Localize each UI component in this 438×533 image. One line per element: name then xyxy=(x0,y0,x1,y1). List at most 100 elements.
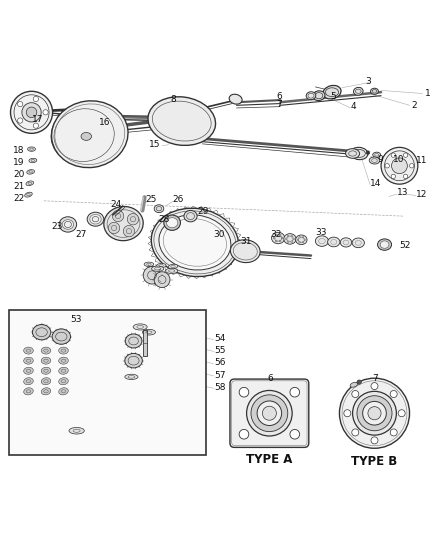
Ellipse shape xyxy=(156,263,166,268)
Ellipse shape xyxy=(284,233,296,244)
Text: 21: 21 xyxy=(13,182,25,191)
Circle shape xyxy=(371,437,378,444)
Circle shape xyxy=(281,237,283,239)
Circle shape xyxy=(299,241,300,243)
Ellipse shape xyxy=(154,205,164,213)
Text: 28: 28 xyxy=(159,215,170,224)
Text: TYPE B: TYPE B xyxy=(351,455,398,468)
Circle shape xyxy=(352,429,359,436)
Ellipse shape xyxy=(24,347,33,354)
Ellipse shape xyxy=(41,347,51,354)
Circle shape xyxy=(18,118,23,123)
Text: 32: 32 xyxy=(271,230,282,239)
Ellipse shape xyxy=(296,235,307,245)
Text: 7: 7 xyxy=(372,374,378,383)
Circle shape xyxy=(297,239,299,240)
Ellipse shape xyxy=(62,109,71,116)
Text: 10: 10 xyxy=(393,155,405,164)
Ellipse shape xyxy=(59,367,68,374)
Text: 54: 54 xyxy=(215,334,226,343)
Circle shape xyxy=(363,401,386,425)
Ellipse shape xyxy=(350,382,358,387)
Ellipse shape xyxy=(41,367,51,374)
Circle shape xyxy=(11,91,53,133)
Ellipse shape xyxy=(62,220,74,229)
Text: TYPE A: TYPE A xyxy=(246,453,293,466)
Circle shape xyxy=(279,234,281,236)
Circle shape xyxy=(357,380,361,384)
Circle shape xyxy=(262,406,276,420)
Circle shape xyxy=(287,241,289,243)
Circle shape xyxy=(123,225,134,237)
Ellipse shape xyxy=(230,240,260,263)
Text: 55: 55 xyxy=(215,346,226,355)
Ellipse shape xyxy=(328,237,340,247)
Circle shape xyxy=(344,410,351,417)
Ellipse shape xyxy=(81,133,92,140)
Ellipse shape xyxy=(59,357,68,364)
Circle shape xyxy=(403,153,408,157)
Circle shape xyxy=(169,106,173,110)
Text: 20: 20 xyxy=(13,170,25,179)
Circle shape xyxy=(275,234,277,236)
Ellipse shape xyxy=(29,158,37,163)
Text: 27: 27 xyxy=(75,230,87,239)
Text: 6: 6 xyxy=(267,374,273,383)
Circle shape xyxy=(390,391,397,398)
Ellipse shape xyxy=(87,212,104,226)
Circle shape xyxy=(291,235,293,237)
Ellipse shape xyxy=(90,214,101,224)
Ellipse shape xyxy=(152,266,164,271)
Circle shape xyxy=(293,238,294,240)
Text: 7: 7 xyxy=(276,100,283,109)
Ellipse shape xyxy=(59,388,68,395)
Ellipse shape xyxy=(378,239,392,251)
Text: 8: 8 xyxy=(170,95,176,104)
Ellipse shape xyxy=(52,101,128,167)
Ellipse shape xyxy=(340,238,352,247)
Text: 31: 31 xyxy=(240,237,251,246)
Bar xyxy=(143,330,147,356)
Ellipse shape xyxy=(352,238,364,248)
Ellipse shape xyxy=(323,85,341,99)
Circle shape xyxy=(302,237,304,238)
Ellipse shape xyxy=(24,378,33,385)
Text: 30: 30 xyxy=(214,230,225,239)
Text: 3: 3 xyxy=(365,77,371,86)
Circle shape xyxy=(275,240,277,242)
Ellipse shape xyxy=(159,215,231,270)
Ellipse shape xyxy=(59,347,68,354)
Text: 16: 16 xyxy=(99,118,111,127)
Ellipse shape xyxy=(313,91,325,101)
Text: 18: 18 xyxy=(13,146,25,155)
Ellipse shape xyxy=(168,264,178,269)
Circle shape xyxy=(385,164,389,168)
Text: 15: 15 xyxy=(149,140,161,149)
Ellipse shape xyxy=(166,217,178,228)
Ellipse shape xyxy=(27,169,35,174)
Ellipse shape xyxy=(69,427,84,434)
Ellipse shape xyxy=(369,157,380,164)
Circle shape xyxy=(287,235,289,237)
Text: 4: 4 xyxy=(350,102,356,111)
Circle shape xyxy=(410,164,414,168)
Text: 19: 19 xyxy=(13,158,25,167)
Ellipse shape xyxy=(350,147,368,160)
Text: 53: 53 xyxy=(70,316,81,325)
Ellipse shape xyxy=(164,215,180,230)
Text: 14: 14 xyxy=(370,179,381,188)
Ellipse shape xyxy=(125,374,138,379)
Ellipse shape xyxy=(142,329,155,335)
Text: 13: 13 xyxy=(397,189,408,197)
Circle shape xyxy=(112,211,124,222)
Text: 2: 2 xyxy=(412,101,417,110)
Text: 58: 58 xyxy=(215,383,226,392)
Ellipse shape xyxy=(306,92,316,100)
Circle shape xyxy=(290,430,300,439)
Text: 9: 9 xyxy=(378,155,383,164)
Circle shape xyxy=(391,174,396,179)
Ellipse shape xyxy=(315,236,328,246)
Circle shape xyxy=(33,96,39,102)
Text: 23: 23 xyxy=(52,222,63,231)
Circle shape xyxy=(18,101,23,107)
